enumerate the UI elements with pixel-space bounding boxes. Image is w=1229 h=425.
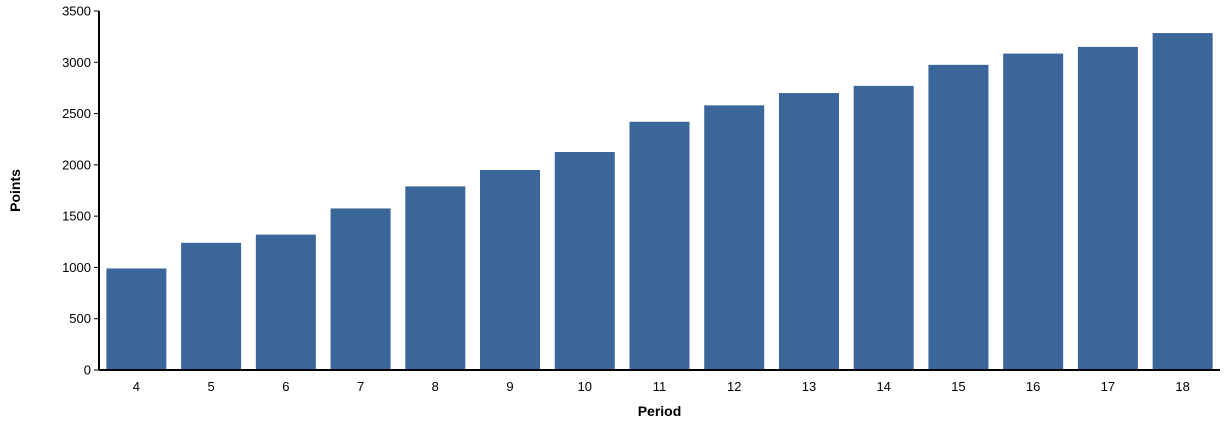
x-tick-label: 18 [1175,379,1189,394]
bar-10 [554,152,615,370]
x-axis-ticks: 4 5 6 7 8 9 10 11 12 13 14 15 16 17 18 [133,379,1190,394]
bar-5 [181,242,242,370]
bar-6 [255,234,316,370]
x-tick-label: 15 [951,379,965,394]
bar-17 [1077,46,1138,371]
x-tick-label: 7 [357,379,364,394]
x-tick-label: 10 [578,379,592,394]
y-tick-label: 0 [84,363,91,378]
bar-4 [106,268,167,370]
y-tick-label: 2000 [62,157,91,172]
bar-13 [778,93,839,371]
x-tick-label: 11 [653,379,667,394]
x-tick-label: 14 [876,379,890,394]
x-tick-label: 6 [282,379,289,394]
x-tick-label: 8 [432,379,439,394]
y-tick-label: 500 [69,311,91,326]
x-tick-label: 5 [207,379,214,394]
bar-7 [330,208,391,370]
bar-15 [928,64,989,370]
bar-16 [1003,53,1064,371]
bars [106,33,1213,371]
x-tick-label: 9 [506,379,513,394]
bar-9 [480,169,541,370]
bar-14 [853,85,914,371]
x-tick-label: 13 [802,379,816,394]
y-tick-label: 3500 [62,4,91,19]
x-tick-label: 16 [1026,379,1040,394]
x-axis-title: Period [638,403,682,419]
bar-11 [629,121,690,370]
y-tick-label: 2500 [62,106,91,121]
y-axis-ticks: 0 500 1000 1500 2000 2500 3000 3500 [62,4,99,378]
bar-18 [1152,33,1213,370]
y-axis-title: Points [7,169,23,212]
x-tick-label: 17 [1101,379,1115,394]
y-tick-label: 1500 [62,209,91,224]
bar-8 [405,186,466,370]
x-tick-label: 4 [133,379,140,394]
y-tick-label: 1000 [62,260,91,275]
y-tick-label: 3000 [62,55,91,70]
bar-12 [704,105,765,370]
x-tick-label: 12 [727,379,741,394]
